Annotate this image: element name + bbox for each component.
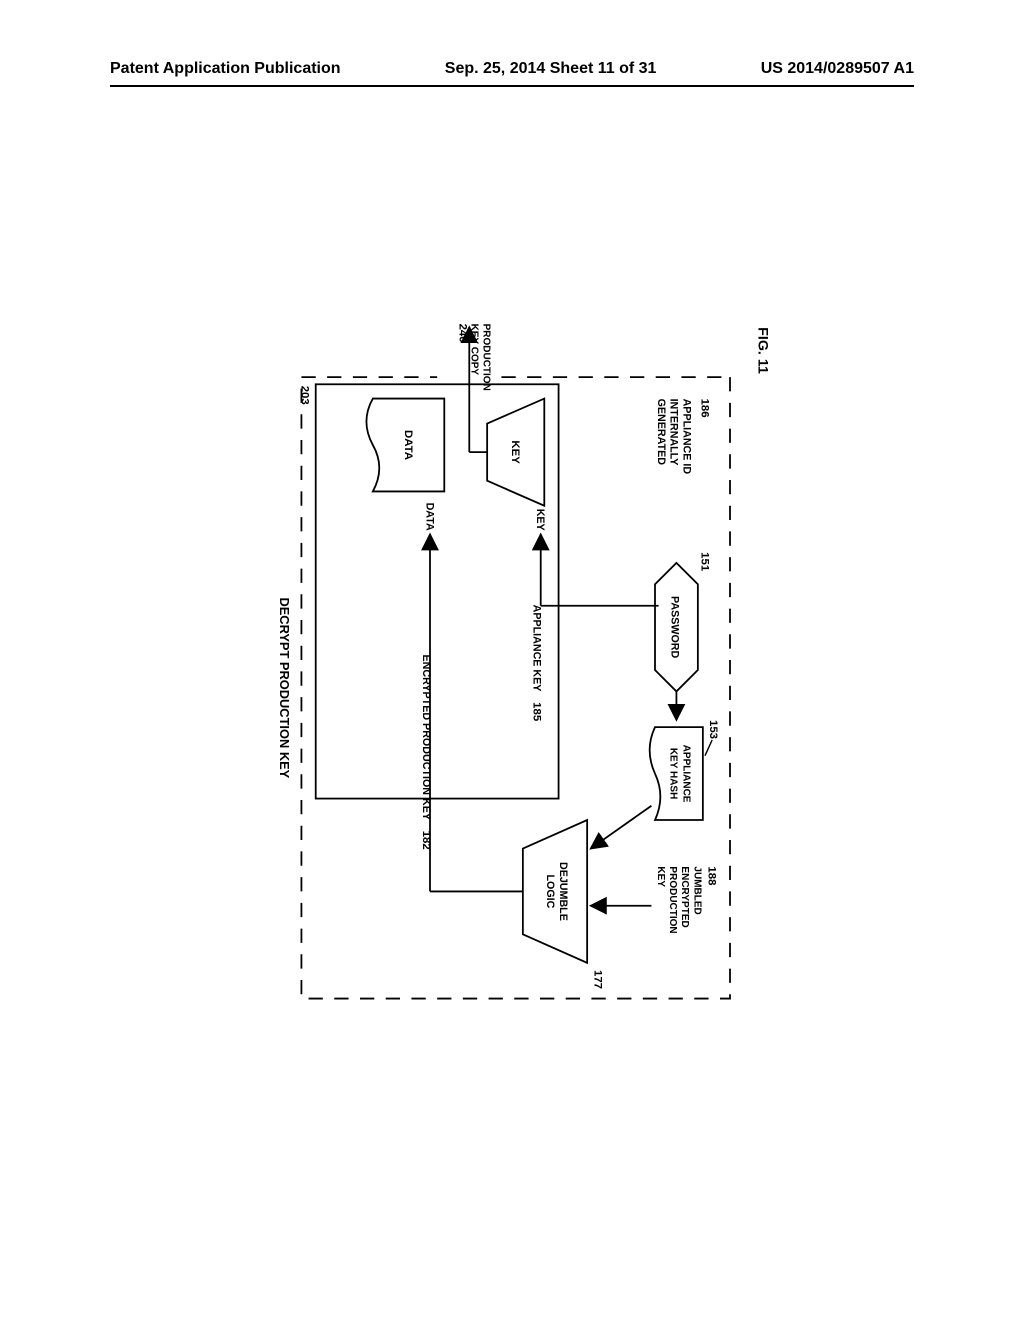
data-inner-label: DATA: [402, 430, 414, 460]
hash-l1: APPLIANCE: [681, 745, 692, 803]
appliance-id-l1: APPLIANCE ID: [681, 399, 693, 475]
header-left: Patent Application Publication: [110, 60, 341, 78]
dejumble-l2: LOGIC: [544, 874, 556, 908]
header-rule: [110, 85, 914, 87]
appliance-id-l3: GENERATED: [655, 399, 667, 466]
appliance-id-l2: INTERNALLY: [668, 399, 680, 466]
ref-151: 151: [698, 552, 710, 572]
ref-186: 186: [698, 399, 710, 418]
fig-label: FIG. 11: [755, 327, 771, 374]
diagram-svg: FIG. 11 DECRYPT PRODUCTION KEY 186 APPLI…: [40, 320, 1020, 1020]
ref-153: 153: [707, 720, 719, 739]
appliance-key-label: APPLIANCE KEY: [531, 605, 543, 692]
page-header: Patent Application Publication Sep. 25, …: [0, 60, 1024, 78]
diagram-title: DECRYPT PRODUCTION KEY: [277, 597, 292, 778]
jumbled-l1: JUMBLED: [691, 866, 702, 914]
ref-177: 177: [591, 970, 603, 989]
ref-203: 203: [298, 386, 310, 405]
header-center: Sep. 25, 2014 Sheet 11 of 31: [445, 60, 657, 78]
data-port-label: DATA: [423, 503, 435, 531]
jumbled-l3: PRODUCTION: [667, 866, 678, 933]
ref-185: 185: [531, 702, 543, 722]
key-inner-label: KEY: [509, 440, 521, 464]
prodkey-l1: PRODUCTION: [481, 324, 492, 391]
prodkey-l2: KEY COPY: [468, 324, 479, 376]
jumbled-l2: ENCRYPTED: [679, 866, 690, 927]
outer-boundary: [301, 377, 730, 998]
arrow-hash-dejumble: [591, 806, 652, 849]
decrypt-block: [316, 384, 559, 798]
hash-l2: KEY HASH: [668, 748, 679, 800]
figure-11: FIG. 11 DECRYPT PRODUCTION KEY 186 APPLI…: [40, 320, 1020, 1020]
ref-188: 188: [706, 866, 718, 885]
jumbled-l4: KEY: [655, 866, 666, 887]
ref-240: 240: [456, 324, 468, 343]
dejumble-l1: DEJUMBLE: [557, 862, 569, 921]
password-label: PASSWORD: [668, 596, 680, 659]
header-right: US 2014/0289507 A1: [761, 60, 914, 78]
key-port-label: KEY: [534, 509, 546, 531]
